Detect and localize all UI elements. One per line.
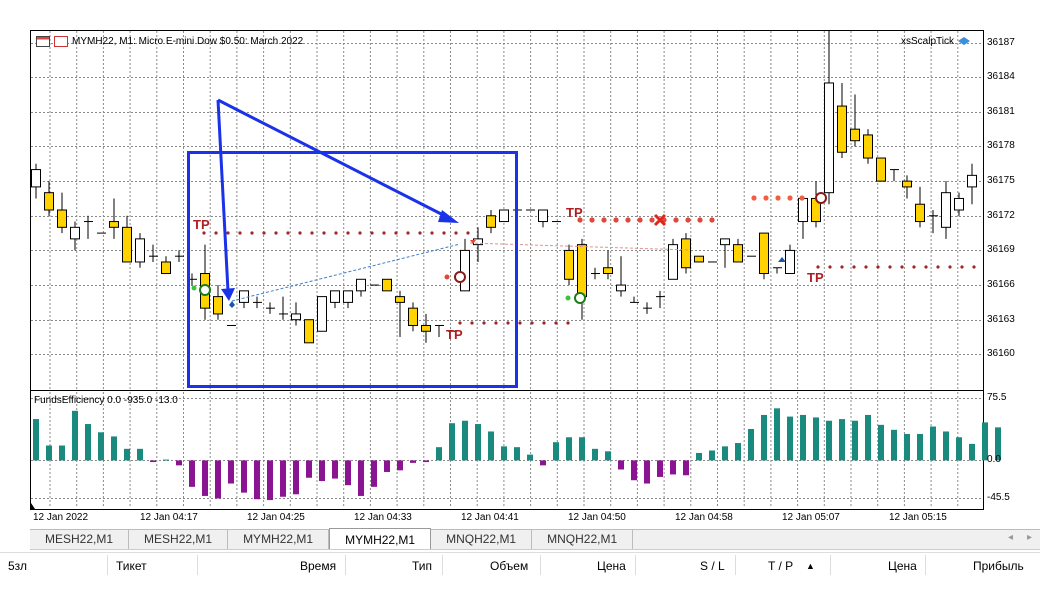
indicator-axis-label: -45.5 xyxy=(987,492,1010,503)
col-symbol[interactable]: 5зл xyxy=(8,559,28,573)
trading-icon[interactable] xyxy=(54,36,68,47)
tab-mnqh22-m1[interactable]: MNQH22,M1 xyxy=(532,530,634,549)
time-axis-label: 12 Jan 05:07 xyxy=(782,512,840,523)
tab-mymh22-m1[interactable]: MYMH22,M1 xyxy=(228,530,330,549)
col-type[interactable]: Тип xyxy=(412,559,433,573)
col-ticket[interactable]: Тикет xyxy=(116,559,147,573)
time-axis-label: 12 Jan 04:17 xyxy=(140,512,198,523)
col-time[interactable]: Время xyxy=(300,559,337,573)
scroll-left-icon[interactable]: ◂ xyxy=(1007,532,1013,543)
time-axis-label: 12 Jan 04:33 xyxy=(354,512,412,523)
price-axis-label: 36166 xyxy=(987,279,1015,291)
time-axis-label: 12 Jan 04:25 xyxy=(247,512,305,523)
col-tp[interactable]: T / P xyxy=(768,559,794,573)
time-axis-label: 12 Jan 04:41 xyxy=(461,512,519,523)
tab-mymh22-m1[interactable]: MYMH22,M1 xyxy=(329,528,432,549)
window-icon[interactable] xyxy=(36,36,50,47)
col-price[interactable]: Цена xyxy=(597,559,626,573)
time-axis-label: 12 Jan 04:50 xyxy=(568,512,626,523)
tab-mesh22-m1[interactable]: MESH22,M1 xyxy=(30,530,130,549)
indicator-axis-label: 75.5 xyxy=(987,392,1007,403)
trade-table-header: 5зл Тикет Время Тип Объем Цена S / L T /… xyxy=(0,552,1040,579)
col-volume[interactable]: Объем xyxy=(490,559,529,573)
price-axis-label: 36160 xyxy=(987,348,1015,360)
scroll-right-icon[interactable]: ▸ xyxy=(1026,532,1032,543)
price-axis-label: 36175 xyxy=(987,175,1015,187)
time-axis-label: 12 Jan 05:15 xyxy=(889,512,947,523)
chart-window[interactable] xyxy=(30,30,984,510)
time-axis-label: 12 Jan 04:58 xyxy=(675,512,733,523)
price-axis-label: 36172 xyxy=(987,209,1015,221)
col-profit[interactable]: Прибыль xyxy=(973,559,1024,573)
expert-name: xsScalpTick xyxy=(901,36,954,47)
indicator-axis-label: 0.0 xyxy=(987,454,1001,466)
chart-tabs: MESH22,M1 MESH22,M1 MYMH22,M1 MYMH22,M1 MNQH… xyxy=(30,528,1040,550)
tab-scroll-controls: ◂ ▸ xyxy=(1008,530,1040,549)
col-price-current[interactable]: Цена xyxy=(888,559,917,573)
price-axis-label: 36181 xyxy=(987,105,1015,117)
price-axis-label: 36178 xyxy=(987,140,1015,152)
chart-title: MYMH22, M1: Micro E-mini Dow $0.50: Marc… xyxy=(36,36,303,47)
time-axis-label: 12 Jan 2022 xyxy=(33,512,89,523)
price-axis-label: 36187 xyxy=(987,36,1015,48)
tab-mnqh22-m1[interactable]: MNQH22,M1 xyxy=(431,530,533,549)
price-axis-label: 36169 xyxy=(987,244,1015,256)
price-axis-label: 36184 xyxy=(987,71,1015,83)
sort-icon[interactable]: ▲ xyxy=(806,561,815,571)
chart-title-text: MYMH22, M1: Micro E-mini Dow $0.50: Marc… xyxy=(72,36,304,47)
indicator-label: FundsEfficiency 0.0 -935.0 -13.0 xyxy=(34,395,178,406)
col-sl[interactable]: S / L xyxy=(700,559,725,573)
expert-advisor-label[interactable]: xsScalpTick xyxy=(901,36,970,47)
tab-mesh22-m1[interactable]: MESH22,M1 xyxy=(129,530,229,549)
price-axis-label: 36163 xyxy=(987,313,1015,325)
graduation-cap-icon xyxy=(958,37,970,46)
